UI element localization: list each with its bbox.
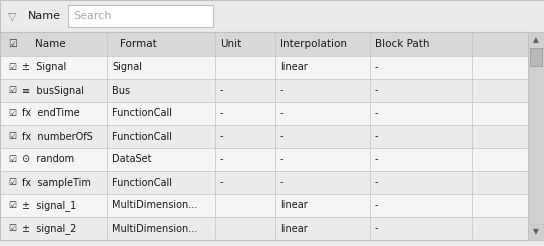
Bar — [0, 217, 528, 240]
Text: ±  signal_1: ± signal_1 — [22, 200, 76, 211]
Text: linear: linear — [280, 200, 308, 211]
Text: Block Path: Block Path — [375, 39, 430, 49]
Text: -: - — [280, 108, 283, 119]
Text: MultiDimension...: MultiDimension... — [112, 200, 197, 211]
Text: -: - — [280, 132, 283, 141]
Text: ☑: ☑ — [8, 155, 16, 164]
Text: Search: Search — [73, 11, 112, 21]
Text: ±  Signal: ± Signal — [22, 62, 66, 73]
Text: -: - — [220, 132, 224, 141]
Text: Signal: Signal — [112, 62, 142, 73]
Text: ▽: ▽ — [8, 11, 16, 21]
Text: ☑: ☑ — [8, 132, 16, 141]
Text: Bus: Bus — [112, 86, 130, 95]
Bar — [0, 32, 528, 56]
Text: -: - — [220, 178, 224, 187]
Text: ⊙  random: ⊙ random — [22, 154, 74, 165]
Text: Unit: Unit — [220, 39, 241, 49]
Text: linear: linear — [280, 224, 308, 233]
Text: fx  numberOfS: fx numberOfS — [22, 132, 92, 141]
Bar — [0, 171, 528, 194]
Text: -: - — [280, 178, 283, 187]
Bar — [530, 48, 542, 66]
Text: -: - — [375, 86, 379, 95]
Bar — [0, 102, 528, 125]
Text: ±  signal_2: ± signal_2 — [22, 223, 76, 234]
Text: ☑: ☑ — [8, 39, 17, 49]
Bar — [528, 32, 544, 48]
Text: ☑: ☑ — [8, 63, 16, 72]
Bar — [0, 32, 528, 240]
Text: -: - — [375, 224, 379, 233]
Text: Name: Name — [28, 11, 61, 21]
Bar — [0, 79, 528, 102]
Text: -: - — [280, 86, 283, 95]
Text: -: - — [375, 200, 379, 211]
Text: fx  sampleTim: fx sampleTim — [22, 178, 91, 187]
Text: ≡  busSignal: ≡ busSignal — [22, 86, 84, 95]
Bar — [0, 56, 528, 79]
Text: fx  endTime: fx endTime — [22, 108, 79, 119]
Bar — [0, 148, 528, 171]
Text: ☑: ☑ — [8, 178, 16, 187]
Text: ☑: ☑ — [8, 86, 16, 95]
Text: DataSet: DataSet — [112, 154, 151, 165]
Text: FunctionCall: FunctionCall — [112, 178, 172, 187]
Text: FunctionCall: FunctionCall — [112, 108, 172, 119]
Text: ☑: ☑ — [8, 224, 16, 233]
Text: ▼: ▼ — [533, 228, 539, 236]
Text: -: - — [220, 108, 224, 119]
Bar — [0, 125, 528, 148]
Bar — [68, 5, 213, 27]
Bar — [528, 32, 544, 240]
Bar — [528, 224, 544, 240]
Text: ☑: ☑ — [8, 109, 16, 118]
Text: Interpolation: Interpolation — [280, 39, 347, 49]
Text: -: - — [220, 86, 224, 95]
Text: FunctionCall: FunctionCall — [112, 132, 172, 141]
Bar — [0, 32, 528, 56]
Bar — [0, 0, 544, 32]
Bar — [0, 194, 528, 217]
Text: MultiDimension...: MultiDimension... — [112, 224, 197, 233]
Text: ▲: ▲ — [533, 35, 539, 45]
Text: Format: Format — [120, 39, 157, 49]
Text: -: - — [280, 154, 283, 165]
Text: -: - — [375, 154, 379, 165]
Text: -: - — [375, 178, 379, 187]
Text: -: - — [220, 154, 224, 165]
Text: linear: linear — [280, 62, 308, 73]
Text: ☑: ☑ — [8, 201, 16, 210]
Text: -: - — [375, 108, 379, 119]
Text: Name: Name — [35, 39, 66, 49]
Text: -: - — [375, 62, 379, 73]
Text: -: - — [375, 132, 379, 141]
